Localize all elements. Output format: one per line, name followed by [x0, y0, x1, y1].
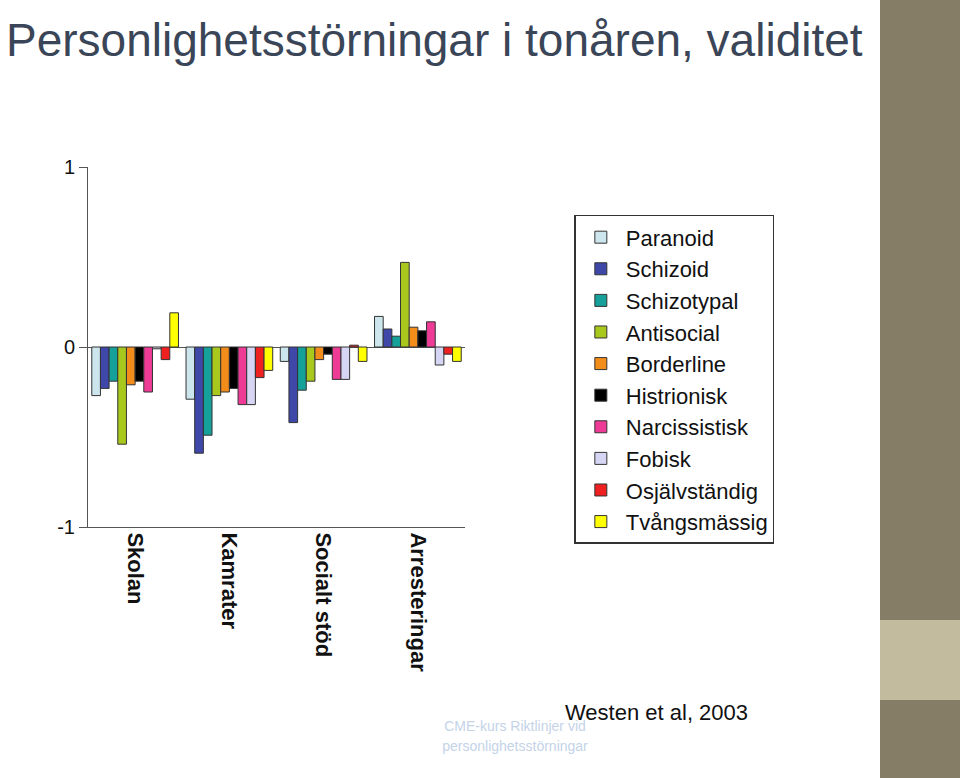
svg-text:Skolan: Skolan: [123, 532, 148, 604]
svg-text:Socialt stöd: Socialt stöd: [311, 532, 336, 657]
svg-text:-1: -1: [57, 516, 75, 538]
html-text:Personlighetsstörningar i tonå: Personlighetsstörningar i tonåren, valid…: [6, 14, 863, 66]
svg-text:Schizotypal: Schizotypal: [626, 289, 739, 314]
html-text:CME-kurs Riktlinjer vid person: CME-kurs Riktlinjer vid personlighetsstö…: [442, 718, 588, 754]
svg-text:Paranoid: Paranoid: [626, 226, 714, 251]
html-text:Westen et al, 2003: Westen et al, 2003: [565, 700, 748, 725]
svg-text:Borderline: Borderline: [626, 352, 726, 377]
svg-text:Osjälvständig: Osjälvständig: [626, 479, 758, 504]
svg-text:Histrionisk: Histrionisk: [626, 384, 728, 409]
svg-text:Arresteringar: Arresteringar: [406, 532, 431, 672]
svg-text:Tvångsmässig: Tvångsmässig: [626, 510, 768, 535]
svg-text:0: 0: [64, 336, 75, 358]
svg-text:Kamrater: Kamrater: [217, 532, 242, 629]
svg-text:Antisocial: Antisocial: [626, 321, 720, 346]
svg-text:Narcissistisk: Narcissistisk: [626, 415, 749, 440]
svg-text:1: 1: [64, 156, 75, 178]
svg-text:Schizoid: Schizoid: [626, 257, 709, 282]
svg-text:Fobisk: Fobisk: [626, 447, 692, 472]
